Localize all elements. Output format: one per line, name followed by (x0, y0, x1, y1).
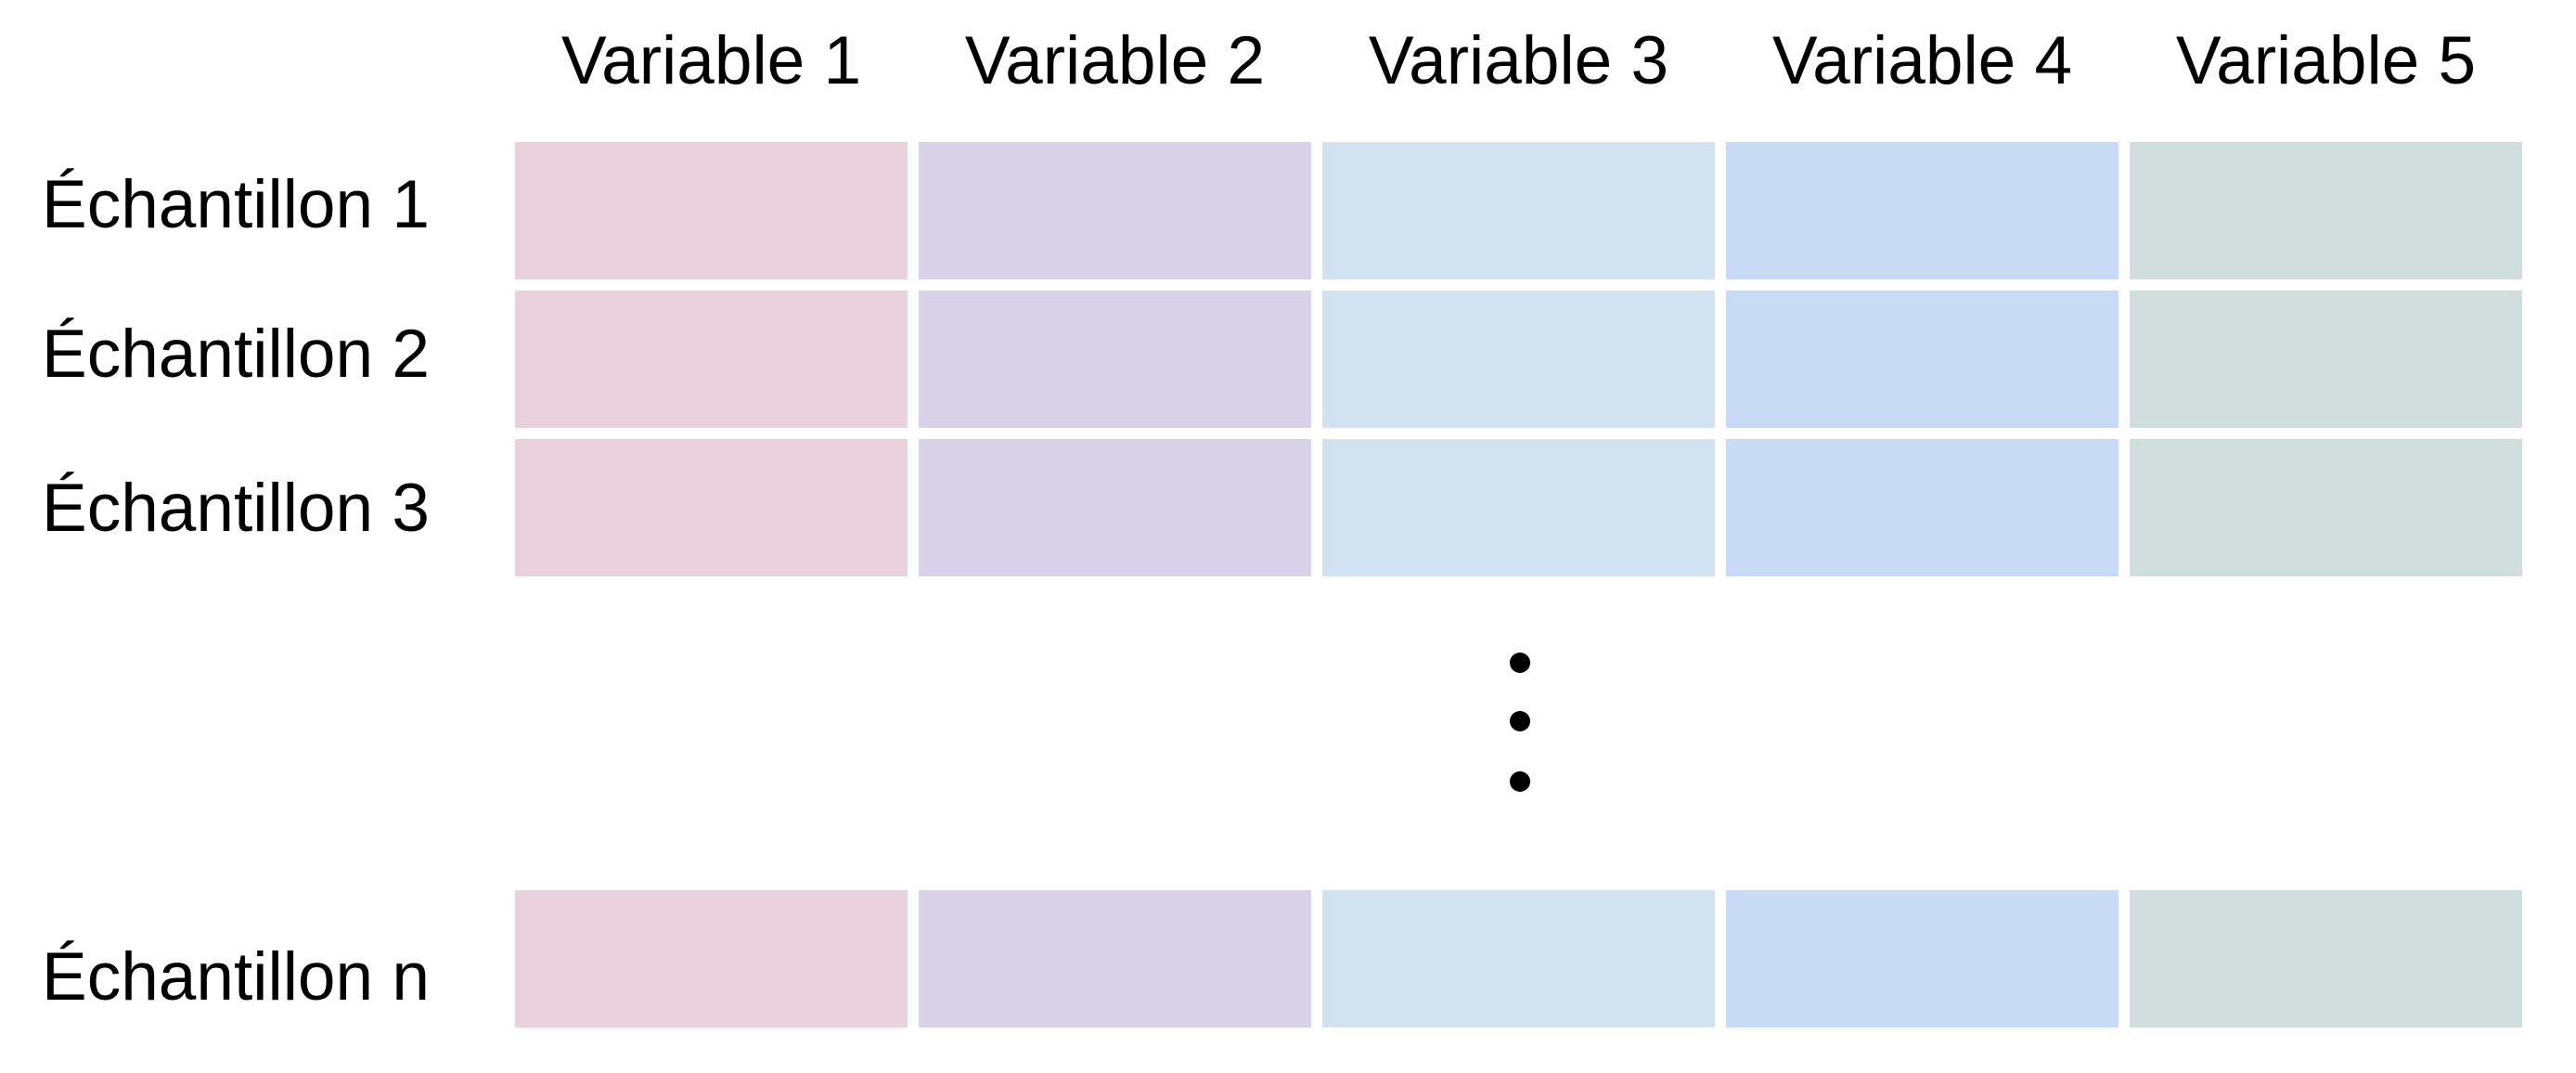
row-label-sample-3: Échantillon 3 (42, 471, 431, 546)
matrix-cell (1322, 291, 1715, 428)
ellipsis-dot (1510, 771, 1530, 792)
matrix-cell (515, 142, 908, 279)
matrix-cell (2130, 142, 2522, 279)
matrix-cell (1726, 439, 2119, 576)
ellipsis-dot (1510, 711, 1530, 731)
matrix-cell (1726, 142, 2119, 279)
matrix-cell (919, 142, 1311, 279)
matrix-cell (515, 890, 908, 1028)
matrix-cell (919, 439, 1311, 576)
row-label-sample-2: Échantillon 2 (42, 317, 431, 392)
matrix-cell (1322, 439, 1715, 576)
column-header-variable-2: Variable 2 (964, 23, 1266, 98)
column-header-variable-3: Variable 3 (1368, 23, 1669, 98)
matrix-cell (515, 439, 908, 576)
matrix-cell (1726, 291, 2119, 428)
matrix-cell (515, 291, 908, 428)
matrix-cell (2130, 439, 2522, 576)
column-header-variable-1: Variable 1 (560, 23, 862, 98)
row-label-sample-1: Échantillon 1 (42, 167, 431, 242)
matrix-cell (919, 291, 1311, 428)
column-header-variable-5: Variable 5 (2175, 23, 2477, 98)
matrix-cell (1322, 142, 1715, 279)
row-label-sample-n: Échantillon n (42, 939, 431, 1015)
matrix-cell (919, 890, 1311, 1028)
column-header-variable-4: Variable 4 (1771, 23, 2073, 98)
matrix-cell (2130, 291, 2522, 428)
matrix-cell (1726, 890, 2119, 1028)
ellipsis-dot (1510, 653, 1530, 673)
matrix-cell (2130, 890, 2522, 1028)
matrix-cell (1322, 890, 1715, 1028)
